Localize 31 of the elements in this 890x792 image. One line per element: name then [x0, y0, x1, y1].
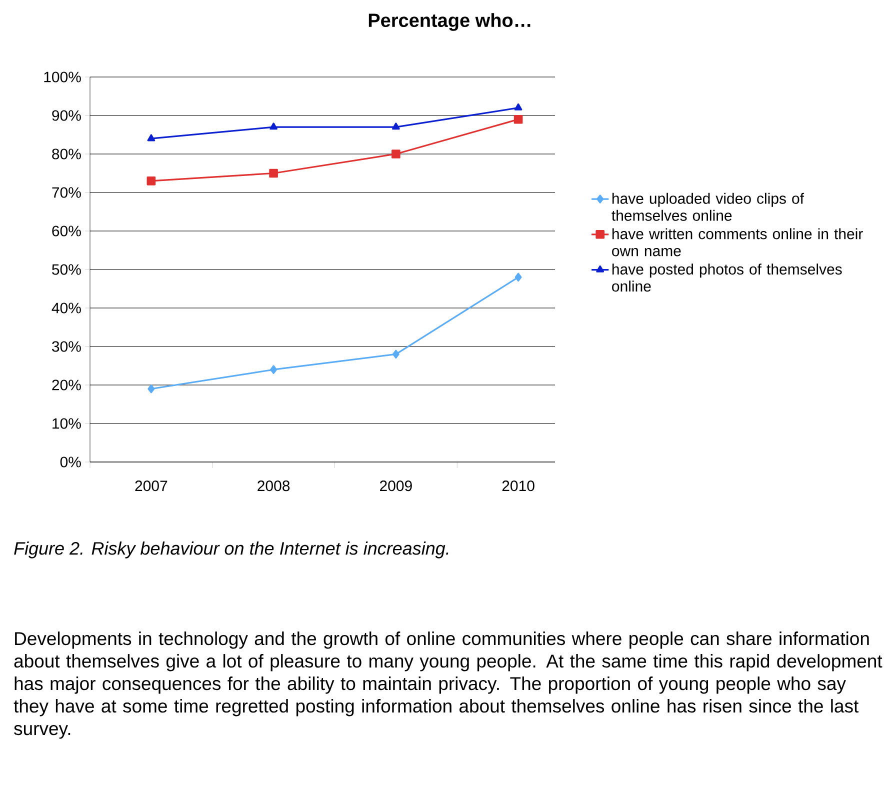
x-tick-label: 2008	[258, 480, 290, 492]
y-tick-label: 40%	[52, 302, 81, 314]
point	[269, 168, 278, 178]
y-tick-label: 100%	[44, 72, 81, 82]
x-tick-label: 2010	[502, 480, 534, 492]
y-tick-label: 50%	[52, 264, 81, 275]
point	[147, 134, 156, 142]
legend-label: have posted photos of themselves online	[612, 264, 842, 292]
point	[392, 150, 400, 158]
y-tick-label: 30%	[52, 341, 81, 352]
point	[392, 350, 400, 359]
caption: Figure 2. Risky behaviour on the Internet is increasing.	[14, 542, 448, 558]
chart-title: Percentage who…	[368, 13, 530, 31]
y-tick-label: 20%	[52, 380, 81, 390]
y-tick-label: 70%	[52, 187, 81, 198]
y-tick-label: 0%	[60, 456, 81, 468]
point	[514, 114, 523, 124]
y-tick-label: 80%	[52, 148, 81, 160]
point	[270, 122, 278, 130]
point	[270, 365, 278, 374]
y-tick-label: 10%	[52, 418, 81, 429]
y-tick-label: 60%	[52, 226, 81, 236]
point	[392, 122, 400, 130]
point	[146, 176, 156, 186]
x-tick-label: 2007	[135, 480, 168, 492]
x-tick-label: 2009	[380, 480, 412, 492]
point	[514, 272, 522, 282]
point	[514, 103, 522, 110]
point	[148, 384, 155, 394]
y-tick-label: 90%	[52, 110, 81, 121]
text: Developments in technology and the growth of online communities where people can share information about themselves give a lot of pleasure to many young people. At the same time this rapid development has major consequences for the ability to maintain privacy. The proportion of young people who say they have at some time regretted posting information about themselves online has risen since the last survey.	[14, 632, 882, 739]
